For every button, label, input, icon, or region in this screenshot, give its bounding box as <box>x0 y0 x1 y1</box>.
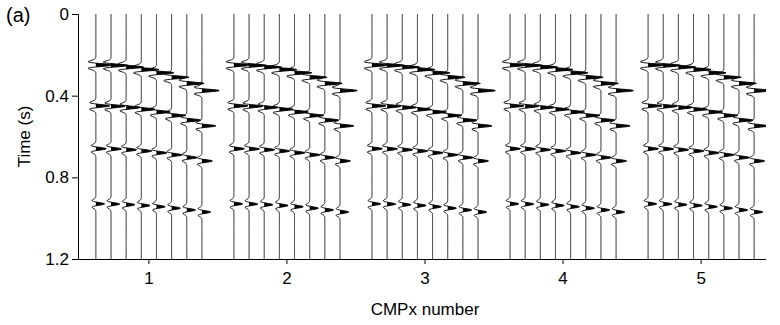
wiggle-trace <box>118 14 143 259</box>
wiggle-trace <box>608 14 633 259</box>
wiggle-trace <box>502 14 527 259</box>
x-axis: 1 2 3 4 5 <box>78 259 766 288</box>
wiggle-trace <box>517 14 542 259</box>
wiggle-trace <box>379 14 404 259</box>
wiggle-trace <box>395 14 420 259</box>
wiggle-fill <box>616 14 633 259</box>
tick-label: 3 <box>420 269 429 288</box>
wiggle-trace <box>364 14 389 259</box>
tick-label: 2 <box>282 269 291 288</box>
wiggle-trace <box>593 14 618 259</box>
tick: 1.2 <box>45 250 78 269</box>
wiggle-traces <box>88 14 766 259</box>
tick: 2 <box>282 259 291 288</box>
wiggle-trace <box>149 14 174 259</box>
tick: 5 <box>696 259 705 288</box>
tick: 3 <box>420 259 429 288</box>
tick-mark <box>286 259 287 264</box>
y-axis: 0 0.4 0.8 1.2 <box>45 5 78 269</box>
wiggle-fill <box>202 14 219 259</box>
gather <box>640 14 766 259</box>
gather <box>226 14 357 259</box>
gather <box>364 14 495 259</box>
wiggle-trace <box>317 14 342 259</box>
gather <box>88 14 219 259</box>
wiggle-trace <box>455 14 480 259</box>
tick-mark <box>425 259 426 264</box>
wiggle-trace <box>470 14 495 259</box>
wiggle-trace <box>701 14 726 259</box>
panel-label: (a) <box>6 4 30 26</box>
wiggle-trace <box>425 14 450 259</box>
tick-mark <box>72 14 78 15</box>
wiggle-trace <box>440 14 465 259</box>
wiggle-trace <box>671 14 696 259</box>
tick-mark <box>72 96 78 97</box>
wiggle-trace <box>746 14 766 259</box>
wiggle-trace <box>272 14 297 259</box>
tick-label: 4 <box>558 269 567 288</box>
wiggle-fill <box>478 14 495 259</box>
wiggle-trace <box>533 14 558 259</box>
y-axis-title: Time (s) <box>15 106 34 168</box>
tick-label: 1.2 <box>45 250 69 269</box>
gather <box>502 14 633 259</box>
tick-mark <box>701 259 702 264</box>
tick-label: 5 <box>696 269 705 288</box>
wiggle-trace <box>578 14 603 259</box>
wiggle-trace <box>410 14 435 259</box>
axis-line <box>72 15 79 260</box>
wiggle-trace <box>256 14 281 259</box>
tick: 1 <box>144 259 153 288</box>
wiggle-trace <box>134 14 159 259</box>
tick: 0.4 <box>45 87 78 106</box>
x-axis-title: CMPx number <box>371 300 480 319</box>
wiggle-trace <box>194 14 219 259</box>
wiggle-trace <box>655 14 680 259</box>
wiggle-trace <box>226 14 251 259</box>
wiggle-trace <box>686 14 711 259</box>
tick-label: 0 <box>60 5 69 24</box>
tick-label: 0.8 <box>45 168 69 187</box>
wiggle-trace <box>287 14 312 259</box>
wiggle-trace <box>731 14 756 259</box>
axis-line <box>78 259 766 260</box>
tick: 0 <box>60 5 78 24</box>
wiggle-trace <box>241 14 266 259</box>
wiggle-fill <box>754 14 766 259</box>
wiggle-trace <box>563 14 588 259</box>
tick-label: 0.4 <box>45 87 69 106</box>
wiggle-trace <box>302 14 327 259</box>
wiggle-trace <box>88 14 113 259</box>
wiggle-trace <box>179 14 204 259</box>
tick-mark <box>72 259 78 260</box>
wiggle-trace <box>103 14 128 259</box>
tick: 0.8 <box>45 168 78 187</box>
wiggle-trace <box>716 14 741 259</box>
chart: 0 0.4 0.8 1.2 1 2 3 4 5 CMPx number Time (s) (a) <box>0 0 780 325</box>
wiggle-trace <box>332 14 357 259</box>
wiggle-trace <box>548 14 573 259</box>
tick-mark <box>563 259 564 264</box>
tick-mark <box>148 259 149 264</box>
wiggle-fill <box>340 14 357 259</box>
wiggle-trace <box>640 14 665 259</box>
tick-mark <box>72 177 78 178</box>
tick-label: 1 <box>144 269 153 288</box>
tick: 4 <box>558 259 567 288</box>
wiggle-trace <box>164 14 189 259</box>
